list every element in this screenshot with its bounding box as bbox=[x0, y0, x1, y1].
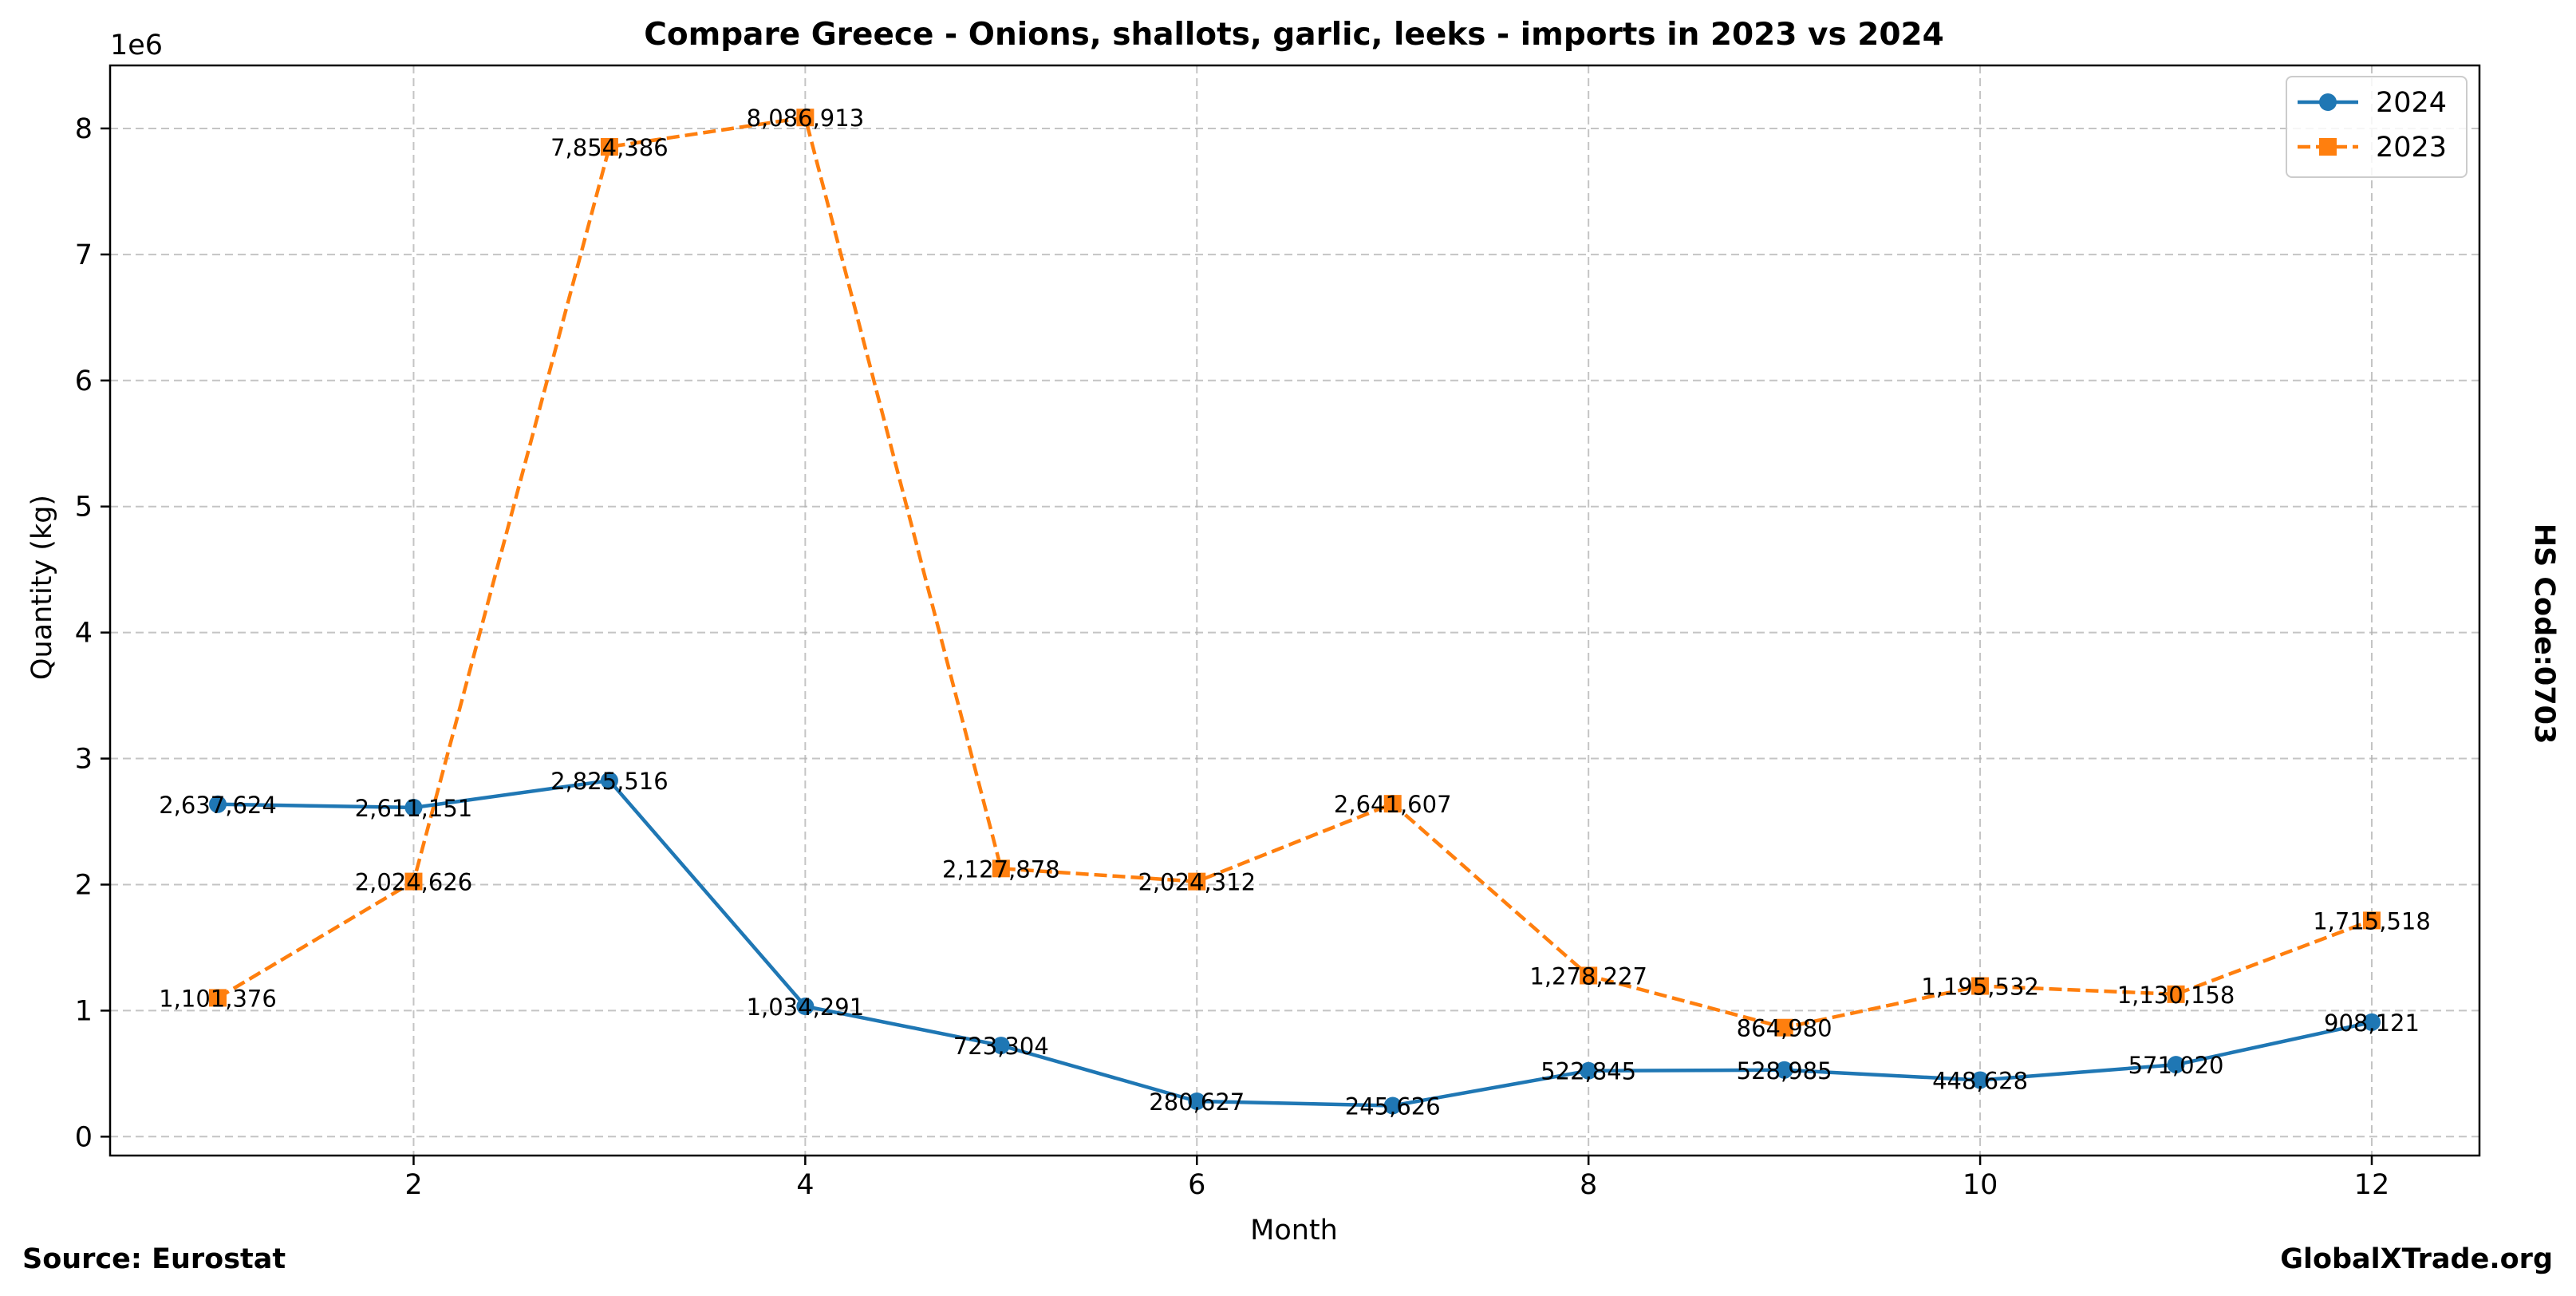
data-label-2024: 522,845 bbox=[1540, 1058, 1636, 1085]
data-point-2024 bbox=[1580, 1061, 1598, 1080]
data-label-2023: 2,127,878 bbox=[942, 855, 1060, 883]
x-tick-label: 2 bbox=[404, 1169, 422, 1201]
y-tick-label: 6 bbox=[75, 365, 93, 397]
y-tick-label: 4 bbox=[75, 618, 93, 650]
data-point-2023 bbox=[1775, 1018, 1793, 1037]
data-label-2024: 2,825,516 bbox=[550, 768, 669, 795]
site-label: GlobalXTrade.org bbox=[2280, 1243, 2553, 1275]
legend-marker-2023 bbox=[2319, 138, 2337, 156]
data-label-2024: 571,020 bbox=[2128, 1052, 2224, 1079]
source-label: Source: Eurostat bbox=[22, 1243, 286, 1275]
data-label-2023: 7,854,386 bbox=[550, 134, 669, 161]
x-tick-label: 10 bbox=[1963, 1169, 1998, 1201]
x-tick-label: 12 bbox=[2354, 1169, 2390, 1201]
y-tick-label: 7 bbox=[75, 239, 93, 271]
data-label-2023: 1,278,227 bbox=[1529, 962, 1647, 990]
data-label-2023: 1,130,158 bbox=[2117, 982, 2235, 1009]
data-point-2024 bbox=[1971, 1071, 1990, 1089]
data-point-2024 bbox=[1188, 1092, 1206, 1110]
x-axis-label: Month bbox=[1250, 1215, 1338, 1247]
data-label-2023: 1,101,376 bbox=[159, 985, 277, 1012]
data-point-2023 bbox=[992, 859, 1010, 878]
data-point-2023 bbox=[209, 989, 227, 1007]
data-label-2024: 723,304 bbox=[953, 1033, 1049, 1060]
data-point-2023 bbox=[1188, 872, 1206, 891]
hs-code-label: HS Code:0703 bbox=[2528, 524, 2560, 745]
data-point-2023 bbox=[600, 137, 618, 156]
data-point-2023 bbox=[2167, 985, 2185, 1003]
data-label-2023: 1,195,532 bbox=[1921, 974, 2039, 1001]
legend-label-2023: 2023 bbox=[2376, 132, 2447, 164]
series-line-2023 bbox=[216, 115, 2373, 1029]
data-point-2024 bbox=[404, 798, 423, 816]
data-point-2024 bbox=[1383, 1096, 1402, 1115]
data-label-2023: 864,980 bbox=[1737, 1015, 1832, 1042]
data-label-2024: 280,627 bbox=[1149, 1089, 1245, 1116]
x-tick-label: 8 bbox=[1580, 1169, 1597, 1201]
data-label-2023: 2,024,626 bbox=[355, 869, 473, 896]
legend: 2024 2023 bbox=[2286, 76, 2468, 178]
data-label-2024: 908,121 bbox=[2324, 1010, 2420, 1037]
legend-label-2024: 2024 bbox=[2376, 87, 2447, 119]
data-label-2023: 8,086,913 bbox=[747, 105, 865, 132]
data-point-2023 bbox=[1383, 795, 1402, 813]
y-tick-label: 2 bbox=[75, 869, 93, 901]
data-label-2024: 448,628 bbox=[1932, 1067, 2028, 1094]
data-point-2023 bbox=[1971, 977, 1990, 995]
data-label-2024: 2,611,151 bbox=[355, 795, 473, 822]
series-lines bbox=[216, 115, 2373, 1108]
data-point-2023 bbox=[1580, 966, 1598, 985]
y-tick-label: 5 bbox=[75, 492, 93, 524]
x-tick-label: 4 bbox=[796, 1169, 814, 1201]
y-tick-label: 0 bbox=[75, 1121, 93, 1153]
chart-title: Compare Greece - Onions, shallots, garli… bbox=[644, 17, 1944, 53]
y-tick-label: 8 bbox=[75, 113, 93, 145]
data-label-2024: 245,626 bbox=[1345, 1093, 1441, 1120]
data-label-2023: 1,715,518 bbox=[2313, 907, 2431, 934]
data-label-2024: 2,637,624 bbox=[159, 792, 277, 819]
data-markers bbox=[209, 109, 2381, 1115]
data-point-2023 bbox=[404, 872, 423, 891]
y-axis-label: Quantity (kg) bbox=[26, 495, 58, 680]
data-label-2024: 528,985 bbox=[1737, 1057, 1832, 1085]
data-point-2024 bbox=[796, 997, 815, 1015]
data-label-2023: 2,024,312 bbox=[1138, 869, 1256, 896]
data-point-2024 bbox=[600, 772, 618, 790]
y-tick-label: 1 bbox=[75, 995, 93, 1027]
data-point-2024 bbox=[992, 1037, 1010, 1055]
data-point-2023 bbox=[796, 109, 815, 127]
data-point-2024 bbox=[1775, 1061, 1793, 1079]
legend-marker-2024 bbox=[2319, 93, 2337, 111]
plot-frame bbox=[108, 64, 2481, 1157]
data-point-2024 bbox=[2167, 1056, 2185, 1074]
data-point-2023 bbox=[2363, 911, 2381, 930]
data-labels: 1,101,376 2,024,626 7,854,386 8,086,913 2,12… bbox=[159, 105, 2431, 1120]
y-tick-label: 3 bbox=[75, 744, 93, 776]
data-label-2023: 2,641,607 bbox=[1334, 791, 1452, 818]
y-offset-label: 1e6 bbox=[110, 30, 163, 61]
x-tick-label: 6 bbox=[1188, 1169, 1205, 1201]
series-line-2024 bbox=[217, 778, 2373, 1108]
data-point-2024 bbox=[2363, 1013, 2381, 1031]
data-point-2024 bbox=[209, 795, 227, 813]
data-label-2024: 1,034,291 bbox=[747, 994, 865, 1021]
